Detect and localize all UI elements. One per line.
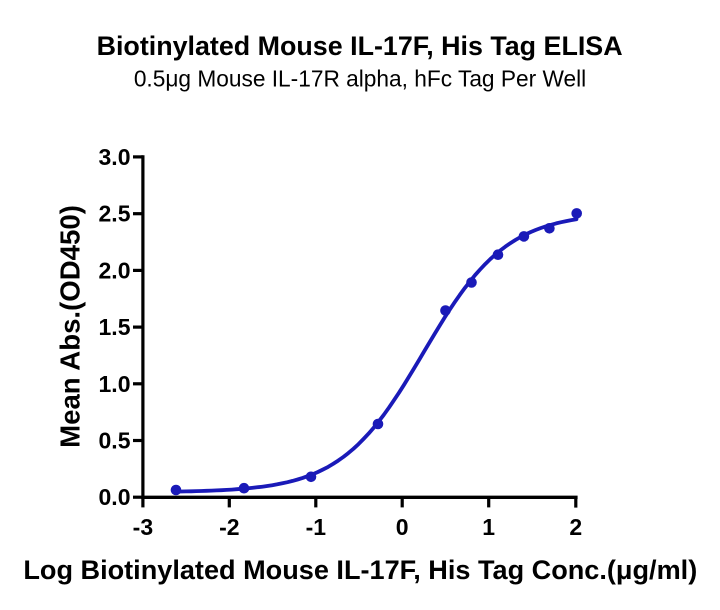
svg-text:3.0: 3.0: [99, 144, 131, 170]
svg-text:1: 1: [482, 514, 495, 540]
svg-text:2: 2: [569, 514, 582, 540]
svg-text:Biotinylated Mouse IL-17F, His: Biotinylated Mouse IL-17F, His Tag ELISA: [97, 31, 623, 61]
svg-text:0.5μg Mouse IL-17R alpha, hFc: 0.5μg Mouse IL-17R alpha, hFc Tag Per We…: [134, 65, 586, 91]
svg-text:-1: -1: [306, 514, 327, 540]
svg-text:-3: -3: [133, 514, 153, 540]
svg-text:0.0: 0.0: [99, 484, 131, 510]
svg-text:2.5: 2.5: [99, 201, 131, 227]
svg-text:Mean Abs.(OD450): Mean Abs.(OD450): [55, 205, 86, 448]
svg-text:2.0: 2.0: [99, 257, 131, 283]
svg-text:0.5: 0.5: [99, 428, 131, 454]
svg-text:-2: -2: [219, 514, 239, 540]
svg-text:1.0: 1.0: [99, 371, 131, 397]
svg-text:0: 0: [396, 514, 409, 540]
svg-text:Log Biotinylated Mouse IL-17F,: Log Biotinylated Mouse IL-17F, His Tag C…: [23, 554, 697, 585]
svg-text:1.5: 1.5: [99, 314, 131, 340]
